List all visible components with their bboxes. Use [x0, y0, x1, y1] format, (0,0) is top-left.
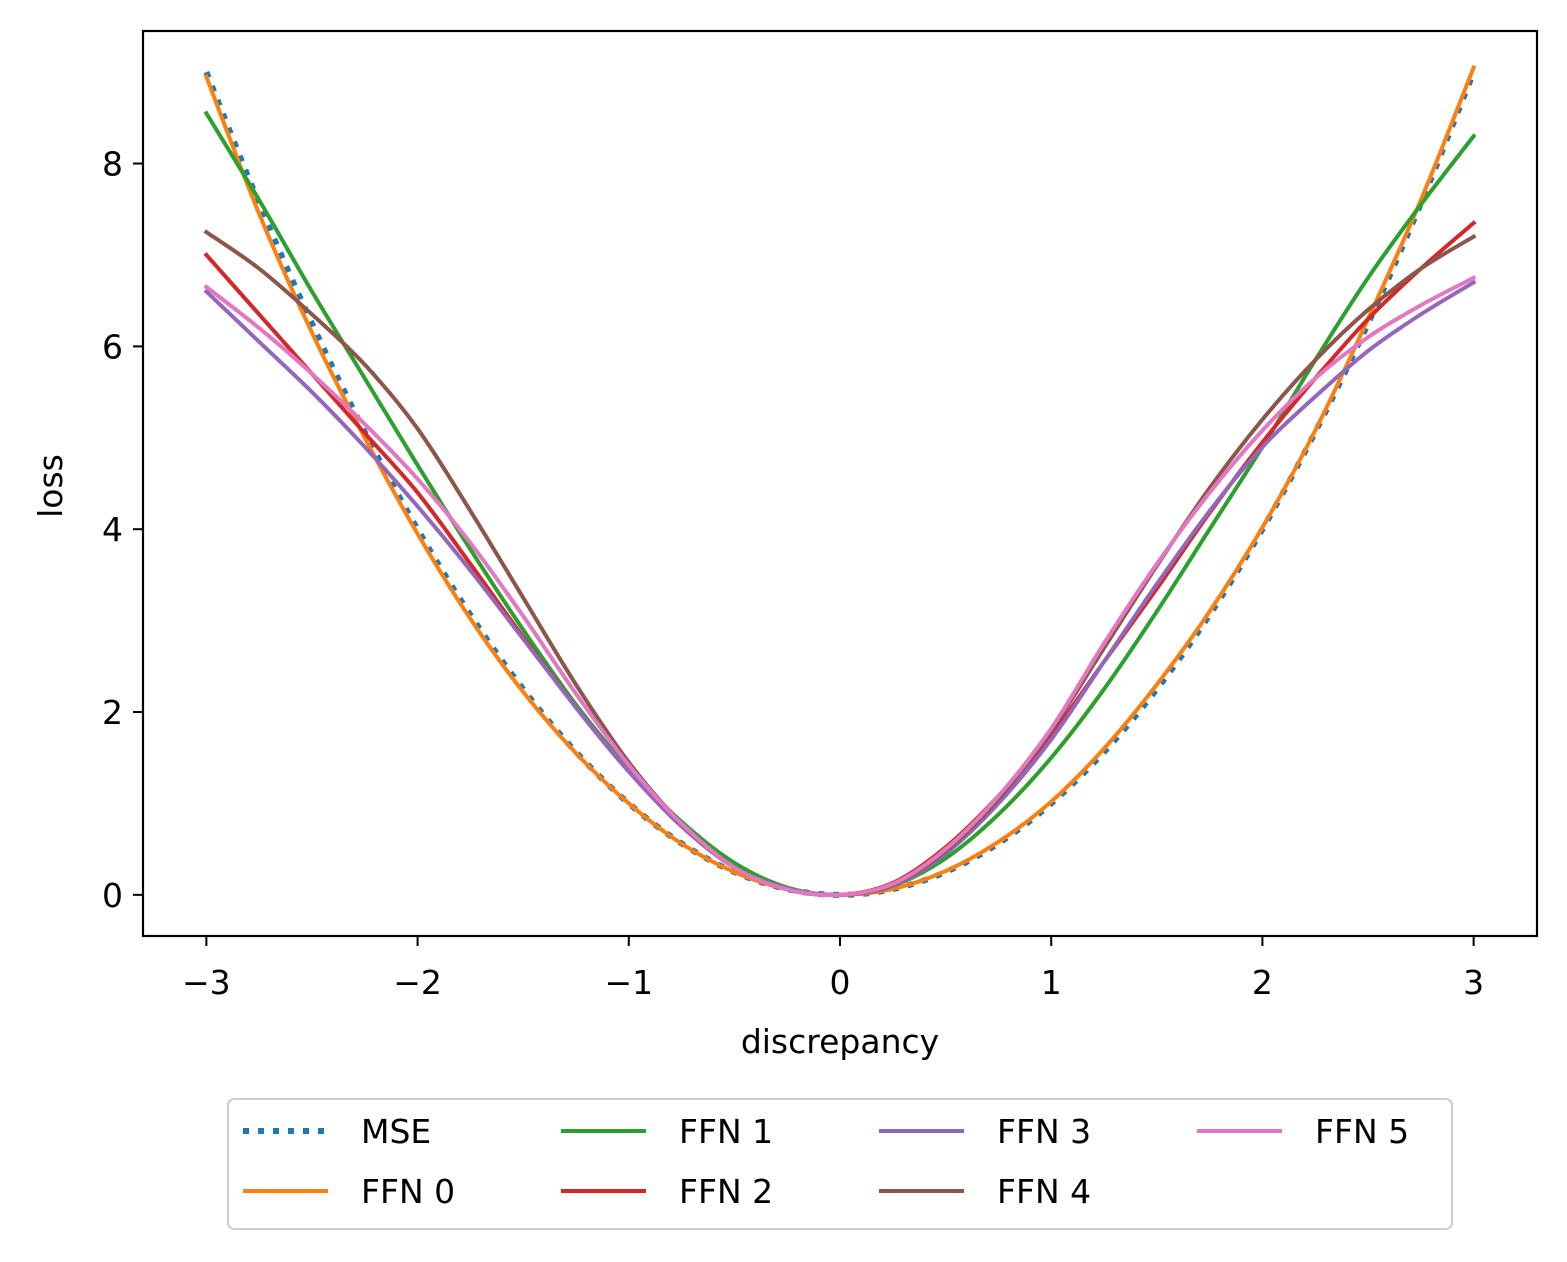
- x-tick-label: −3: [182, 963, 231, 1002]
- legend-label-ffn-2: FFN 2: [679, 1172, 773, 1211]
- x-tick-label: 2: [1252, 963, 1273, 1002]
- x-tick-label: 0: [830, 963, 851, 1002]
- legend-label-ffn-4: FFN 4: [997, 1172, 1091, 1211]
- x-tick-label: −1: [604, 963, 653, 1002]
- x-axis-label: discrepancy: [741, 1022, 939, 1061]
- legend-box: [227, 1098, 1453, 1230]
- y-tick-label: 0: [102, 876, 123, 915]
- y-tick-label: 8: [102, 145, 123, 184]
- y-axis-label: loss: [31, 454, 70, 518]
- series-layer: [203, 64, 1477, 898]
- legend-entries: MSE FFN 0 FFN 1 FFN 2 FFN 3 FFN 4 FFN 5: [243, 1112, 1409, 1211]
- y-tick-label: 4: [102, 510, 123, 549]
- legend-label-ffn-1: FFN 1: [679, 1112, 773, 1151]
- series-line-ffn-5: [203, 275, 1477, 898]
- y-tick-label: 6: [102, 327, 123, 366]
- x-tick-label: 3: [1463, 963, 1484, 1002]
- x-tick-label: 1: [1041, 963, 1062, 1002]
- legend: MSE FFN 0 FFN 1 FFN 2 FFN 3 FFN 4 FFN 5: [227, 1098, 1453, 1230]
- legend-label-ffn-0: FFN 0: [361, 1172, 455, 1211]
- y-tick-label: 2: [102, 693, 123, 732]
- x-tick-label: −2: [393, 963, 442, 1002]
- series-line-mse: [203, 71, 1477, 898]
- legend-label-mse: MSE: [361, 1112, 431, 1151]
- legend-label-ffn-5: FFN 5: [1315, 1112, 1409, 1151]
- x-axis-ticks: −3 −2 −1 0 1 2 3: [182, 936, 1484, 1002]
- plot-area: [141, 29, 1539, 938]
- legend-label-ffn-3: FFN 3: [997, 1112, 1091, 1151]
- y-axis-ticks: 0 2 4 6 8: [102, 145, 143, 915]
